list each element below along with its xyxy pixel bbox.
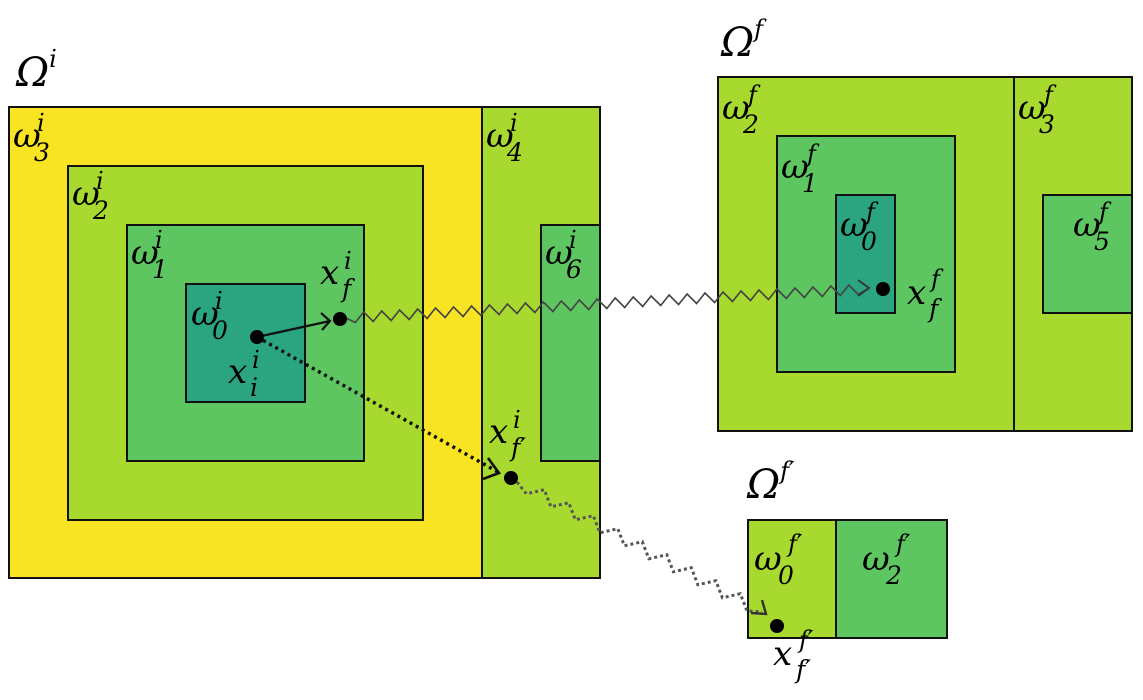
omega-i-group xyxy=(8,106,601,579)
arrowhead-xfp-i xyxy=(482,457,502,481)
label-x-fprime-fprime: x f′ f′ xyxy=(773,626,814,684)
point-xfp-i xyxy=(504,471,518,485)
label-Omega-fprime: Ωf′ xyxy=(746,457,795,508)
arrowhead-xf-f xyxy=(857,279,871,297)
wiggle-path-to-xfp-fp xyxy=(515,481,763,614)
wiggle-path-to-xf-f xyxy=(345,283,868,324)
region-omega0-fprime xyxy=(747,519,837,639)
label-Omega-i: Ωi xyxy=(15,45,57,96)
arrowhead-xf-i xyxy=(320,312,332,331)
label-omega2-fprime: ω f′ 2 xyxy=(862,530,911,590)
label-omega4-i: ωi 4 xyxy=(486,109,523,167)
region-omega2-fprime xyxy=(835,519,948,639)
point-xi-i xyxy=(250,330,264,344)
arrow-xi-to-xf xyxy=(256,319,331,339)
omega-fprime-group xyxy=(747,519,948,639)
points xyxy=(250,282,890,633)
label-omega1-f: ωf 1 xyxy=(781,140,820,198)
label-omega2-i: ωi 2 xyxy=(72,167,109,225)
omega-f-group xyxy=(717,76,1133,432)
label-omega6-i: ωi 6 xyxy=(545,226,582,284)
label-x-fprime-i: x i f′ xyxy=(489,406,526,462)
label-omega1-i: ωi 1 xyxy=(131,226,168,284)
label-omega0-i: ωi 0 xyxy=(191,287,228,345)
label-omega3-i: ωi 3 xyxy=(13,109,50,167)
arrowhead-xfp-fp xyxy=(750,599,768,616)
label-Omega-f: Ωf xyxy=(720,15,767,66)
point-xf-i xyxy=(333,312,347,326)
region-omega0-i xyxy=(185,283,306,403)
point-xfp-fp xyxy=(770,619,784,633)
region-omega6-i xyxy=(540,224,601,462)
point-xf-f xyxy=(876,282,890,296)
connections xyxy=(256,279,871,616)
region-omega5-f xyxy=(1042,194,1133,314)
label-omega0-fprime: ω f′ 0 xyxy=(754,530,803,590)
